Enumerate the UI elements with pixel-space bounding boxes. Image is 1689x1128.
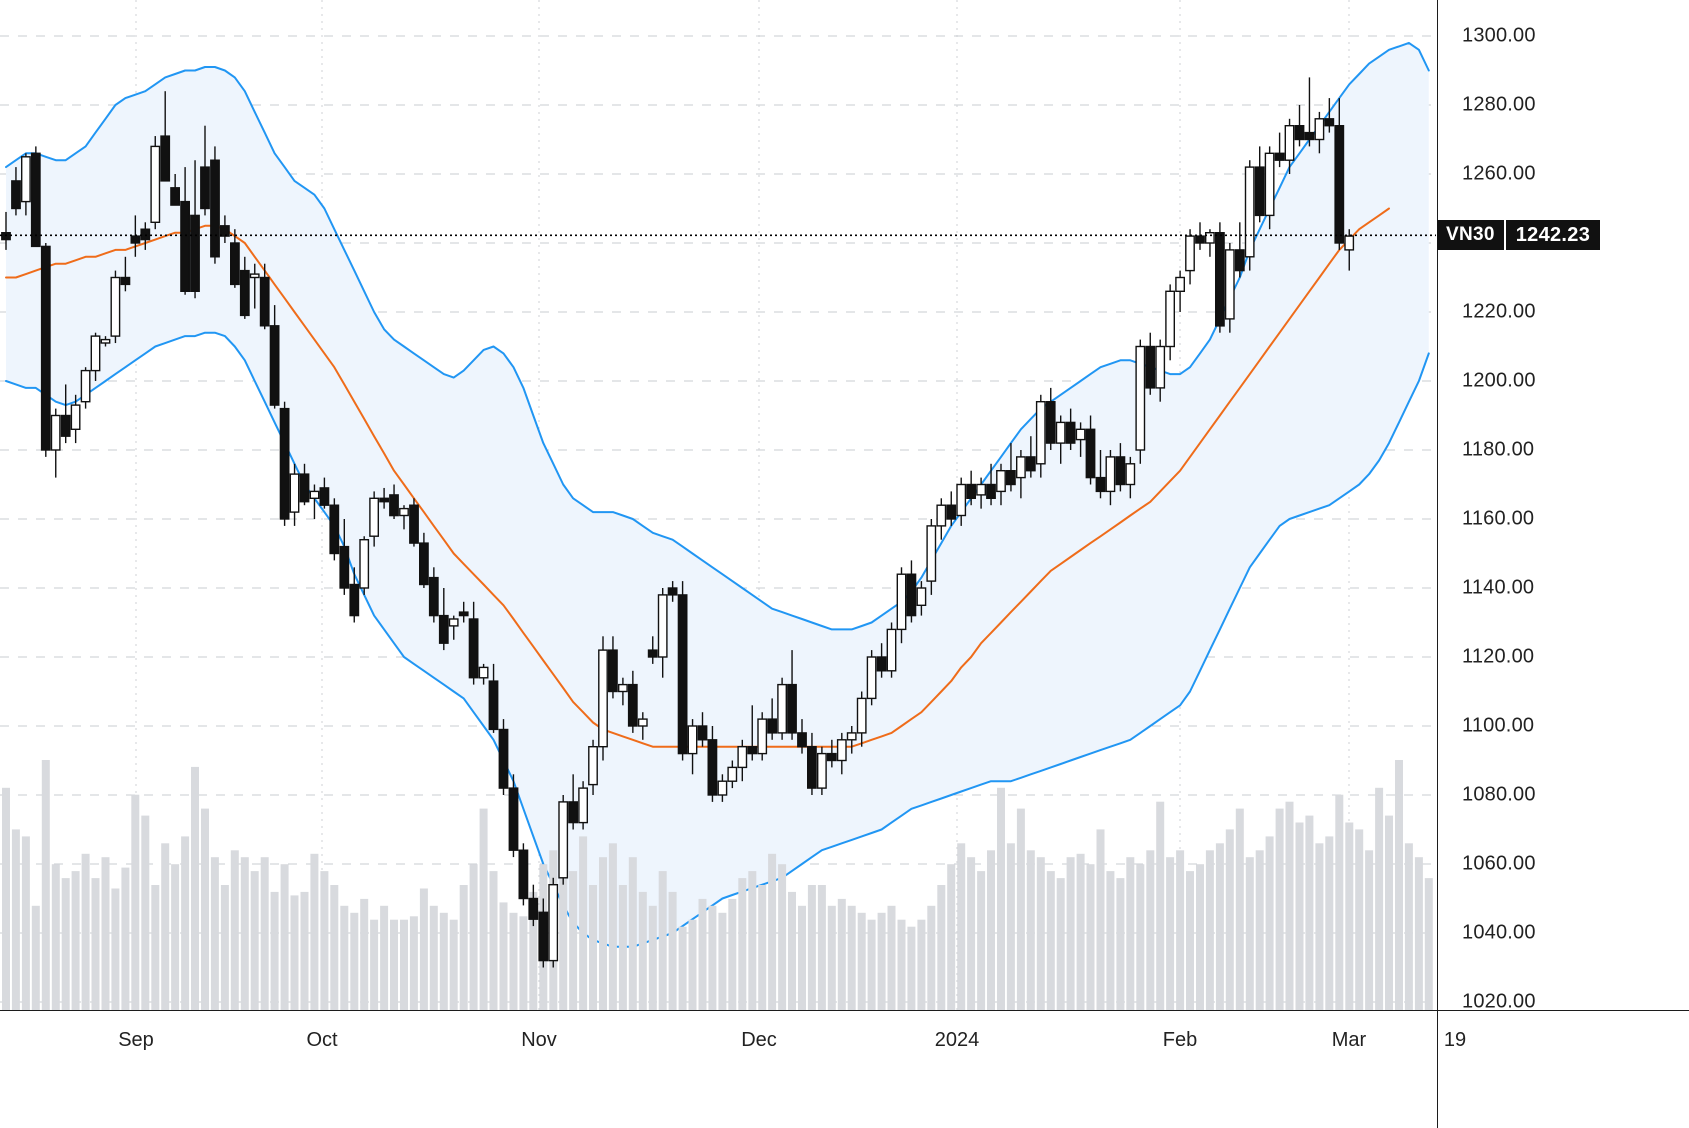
- time-axis-tick: 2024: [934, 1029, 980, 1051]
- price-axis-tick: 1260.00: [1462, 162, 1536, 185]
- badge-separator: [1503, 220, 1506, 251]
- price-axis-tick: 1120.00: [1462, 645, 1535, 668]
- price-axis-tick: 1020.00: [1462, 990, 1536, 1013]
- price-axis-tick: 1280.00: [1462, 93, 1536, 116]
- price-axis-tick: 1100.00: [1462, 714, 1535, 737]
- last-price-badge: VN30 1242.23: [1437, 220, 1601, 251]
- time-axis[interactable]: Sep Oct Nov Dec 2024 Feb Mar 19: [0, 1010, 1689, 1128]
- time-axis-tick: Feb: [1162, 1029, 1198, 1051]
- symbol-label: VN30: [1437, 220, 1504, 251]
- price-chart-plot[interactable]: [0, 0, 1436, 1010]
- time-axis-tick: Mar: [1331, 1029, 1367, 1051]
- price-axis-tick: 1140.00: [1462, 576, 1535, 599]
- time-axis-tick: Oct: [306, 1029, 338, 1051]
- candlestick-svg: [0, 0, 1436, 1010]
- time-axis-tick: 19: [1443, 1029, 1467, 1051]
- price-axis[interactable]: 1300.001280.001260.001240.001220.001200.…: [1437, 0, 1689, 1082]
- price-axis-tick: 1200.00: [1462, 369, 1536, 392]
- axis-divider: [1437, 1011, 1438, 1128]
- time-axis-tick: Sep: [118, 1029, 154, 1051]
- time-axis-tick: Dec: [741, 1029, 777, 1051]
- price-axis-tick: 1180.00: [1462, 438, 1535, 461]
- last-price-value: 1242.23: [1505, 220, 1601, 251]
- price-axis-tick: 1040.00: [1462, 921, 1536, 944]
- price-axis-tick: 1220.00: [1462, 300, 1536, 323]
- price-axis-tick: 1160.00: [1462, 507, 1535, 530]
- time-axis-tick: Nov: [521, 1029, 557, 1051]
- price-axis-tick: 1060.00: [1462, 852, 1536, 875]
- price-axis-tick: 1300.00: [1462, 24, 1536, 47]
- price-axis-tick: 1080.00: [1462, 783, 1536, 806]
